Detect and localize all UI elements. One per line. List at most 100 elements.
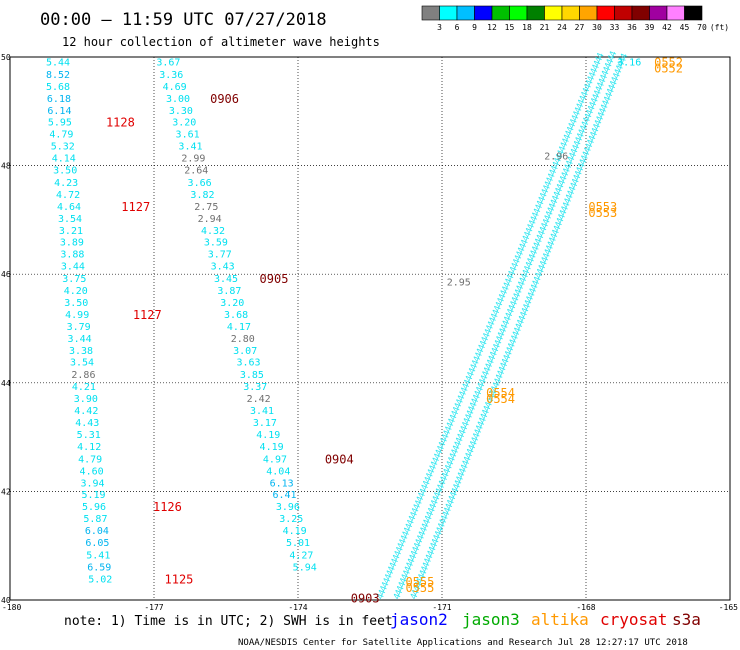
y-tick-label: 42 bbox=[1, 487, 11, 496]
track-glyph: 4 bbox=[592, 59, 603, 68]
track-glyph: 4 bbox=[412, 542, 423, 551]
track-glyph: 4 bbox=[418, 487, 429, 496]
track-glyph: 4 bbox=[423, 476, 434, 485]
colorbar-label: 9 bbox=[472, 23, 477, 32]
track-glyph: 4 bbox=[593, 119, 604, 128]
swh-label-cryosat: 3.89 bbox=[60, 238, 84, 249]
track-glyph: 4 bbox=[466, 371, 477, 380]
track-glyph: 4 bbox=[469, 363, 480, 372]
track-glyph: 4 bbox=[405, 561, 416, 570]
track-glyph: 4 bbox=[534, 271, 545, 280]
track-glyph: 4 bbox=[425, 472, 436, 481]
track-glyph: 4 bbox=[583, 112, 594, 121]
track-glyph: 4 bbox=[409, 511, 420, 520]
track-glyph: 4 bbox=[515, 284, 526, 293]
track-glyph: 4 bbox=[549, 198, 560, 207]
track-glyph: 4 bbox=[572, 110, 583, 119]
swh-label-s3a: 3.41 bbox=[178, 142, 202, 153]
track-glyph: 4 bbox=[607, 84, 618, 93]
track-glyph: 4 bbox=[506, 307, 517, 316]
track-glyph: 4 bbox=[430, 538, 441, 547]
track-glyph: 4 bbox=[586, 105, 597, 114]
y-tick-label: 48 bbox=[1, 162, 11, 171]
colorbar-label: (ft) bbox=[710, 23, 729, 32]
track-glyph: 4 bbox=[581, 87, 592, 96]
track-glyph: 4 bbox=[535, 233, 546, 242]
track-glyph: 4 bbox=[478, 378, 489, 387]
track-glyph: 4 bbox=[399, 577, 410, 586]
colorbar-swatch bbox=[491, 5, 510, 21]
track-glyph: 4 bbox=[546, 172, 557, 181]
track-glyph: 4 bbox=[452, 483, 463, 492]
track-glyph: 4 bbox=[513, 254, 524, 263]
time-label-altika: 0555 bbox=[405, 575, 434, 589]
time-label-altika: 0552 bbox=[654, 61, 683, 75]
track-glyph: 4 bbox=[563, 163, 574, 172]
track-glyph: 4 bbox=[532, 275, 543, 284]
swh-label-s3a: 4.17 bbox=[227, 322, 251, 333]
track-glyph: 4 bbox=[573, 106, 584, 115]
track-glyph: 4 bbox=[522, 303, 533, 312]
track-glyph: 4 bbox=[553, 157, 564, 166]
track-glyph: 4 bbox=[436, 444, 447, 453]
track-glyph: 4 bbox=[408, 553, 419, 562]
track-glyph: 4 bbox=[426, 468, 437, 477]
track-glyph: 4 bbox=[591, 93, 602, 102]
track-glyph: 4 bbox=[589, 131, 600, 140]
track-glyph: 4 bbox=[383, 573, 394, 582]
time-label-altika: 0555 bbox=[405, 581, 434, 595]
track-glyph: 4 bbox=[607, 54, 618, 63]
x-tick-label: -177 bbox=[144, 603, 163, 612]
swh-label-s3a: 3.37 bbox=[243, 382, 267, 393]
track-glyph: 4 bbox=[619, 52, 630, 61]
track-glyph: 4 bbox=[470, 436, 481, 445]
swh-label-s3a: 3.85 bbox=[240, 370, 264, 381]
swh-label-cryosat: 5.44 bbox=[46, 57, 70, 68]
track-glyph: 4 bbox=[565, 159, 576, 168]
colorbar-swatch bbox=[649, 5, 668, 21]
track-glyph: 4 bbox=[463, 378, 474, 387]
color-scale-bar: 3 6 9 12 15 18 21 24 27 30 33 36 39 42 45 70 (ft) bbox=[421, 5, 729, 32]
track-glyph: 4 bbox=[442, 467, 453, 476]
y-tick-label: 46 bbox=[1, 270, 11, 279]
swh-label-s3a: 3.77 bbox=[208, 250, 232, 261]
track-glyph: 4 bbox=[458, 467, 469, 476]
track-glyph: 4 bbox=[578, 158, 589, 167]
y-tick-label: 40 bbox=[1, 596, 11, 605]
track-glyph: 4 bbox=[420, 483, 431, 492]
track-glyph: 4 bbox=[561, 201, 572, 210]
track-glyph: 4 bbox=[535, 199, 546, 208]
track-glyph: 4 bbox=[411, 588, 422, 597]
track-glyph: 4 bbox=[537, 195, 548, 204]
track-glyph: 4 bbox=[432, 452, 443, 461]
time-label-altika: 0553 bbox=[588, 200, 617, 214]
track-glyph: 4 bbox=[568, 151, 579, 160]
track-glyph: 4 bbox=[596, 111, 607, 120]
track-glyph: 4 bbox=[478, 416, 489, 425]
track-glyph: 4 bbox=[471, 432, 482, 441]
track-glyph: 4 bbox=[391, 553, 402, 562]
track-glyph: 4 bbox=[398, 538, 409, 547]
track-glyph: 4 bbox=[467, 405, 478, 414]
swh-label-s3a: 3.68 bbox=[224, 310, 248, 321]
colorbar-label: 33 bbox=[610, 23, 620, 32]
track-glyph: 4 bbox=[609, 80, 620, 89]
track-glyph: 4 bbox=[540, 222, 551, 231]
track-glyph: 4 bbox=[430, 499, 441, 508]
track-glyph: 4 bbox=[559, 141, 570, 150]
swh-label-s3a: 3.17 bbox=[253, 418, 277, 429]
track-glyph: 4 bbox=[436, 522, 447, 531]
swh-label-cryosat: 4.14 bbox=[52, 154, 76, 165]
track-glyph: 4 bbox=[538, 192, 549, 201]
track-glyph: 4 bbox=[429, 542, 440, 551]
swh-label-s3a: 3.00 bbox=[166, 94, 190, 105]
track-glyph: 4 bbox=[513, 288, 524, 297]
track-glyph: 4 bbox=[537, 264, 548, 273]
track-glyph: 4 bbox=[592, 123, 603, 132]
track-glyph: 4 bbox=[417, 530, 428, 539]
grid-lines bbox=[10, 57, 730, 600]
track-glyph: 4 bbox=[415, 577, 426, 586]
swh-label-altika: 3.16 bbox=[617, 57, 641, 68]
swh-label-cryosat: 6.14 bbox=[47, 106, 71, 117]
track-glyph: 4 bbox=[454, 436, 465, 445]
